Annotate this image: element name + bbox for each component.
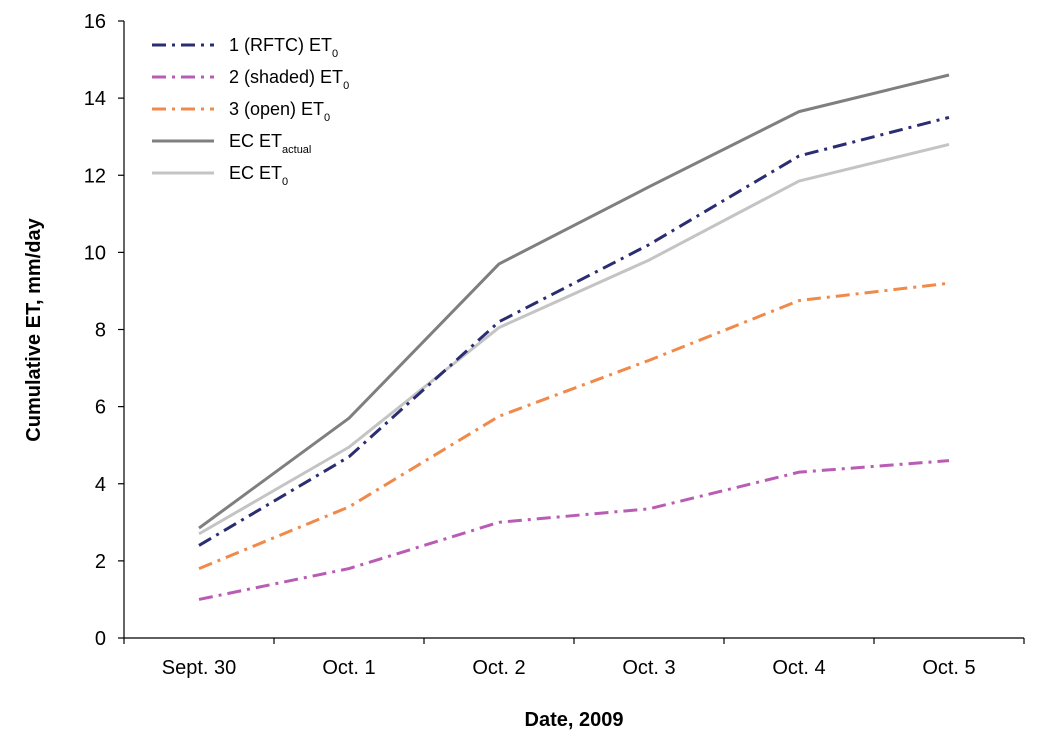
y-tick-layer: 0 2 4 6 8 10 12 14 16 <box>84 11 124 650</box>
legend-label-subscript: 0 <box>332 48 338 60</box>
series-line <box>198 115 950 547</box>
y-tick-label: 14 <box>84 88 106 110</box>
legend-entry: 3 (open) ET0 <box>152 99 330 124</box>
y-tick-label: 12 <box>84 165 106 187</box>
legend-label: 2 (shaded) ET0 <box>229 67 349 92</box>
series-line <box>198 142 950 536</box>
series-line <box>198 73 950 530</box>
legend-label-main: EC ET <box>229 131 282 151</box>
legend-label-main: EC ET <box>229 163 282 183</box>
legend-label: EC ETactual <box>229 131 311 156</box>
y-tick-label: 0 <box>95 628 106 650</box>
x-tick-label: Oct. 5 <box>922 657 975 679</box>
x-axis-title: Date, 2009 <box>525 709 624 731</box>
legend-label-subscript: actual <box>282 144 311 156</box>
legend-label-subscript: 0 <box>282 176 288 188</box>
y-tick-label: 6 <box>95 397 106 419</box>
y-tick-label: 10 <box>84 242 106 264</box>
legend-label-subscript: 0 <box>343 80 349 92</box>
legend-entry: 2 (shaded) ET0 <box>152 67 349 92</box>
series-layer <box>198 73 950 601</box>
x-tick-label: Sept. 30 <box>162 657 237 679</box>
y-tick-label: 4 <box>95 474 106 496</box>
legend-entry: 1 (RFTC) ET0 <box>152 35 338 60</box>
legend-label: 3 (open) ET0 <box>229 99 330 124</box>
y-tick-label: 16 <box>84 11 106 33</box>
x-tick-label: Oct. 4 <box>772 657 825 679</box>
series-line <box>198 459 950 601</box>
legend-label-main: 3 (open) ET <box>229 99 324 119</box>
legend-entry: EC ET0 <box>152 163 288 188</box>
x-tick-layer: Sept. 30 Oct. 1 Oct. 2 Oct. 3 Oct. 4 Oct. 5 <box>123 638 1025 679</box>
y-tick-label: 2 <box>95 551 106 573</box>
series-line <box>198 281 950 570</box>
legend-label: EC ET0 <box>229 163 288 188</box>
legend-entry: EC ETactual <box>152 131 311 156</box>
legend-label-subscript: 0 <box>324 112 330 124</box>
y-tick-label: 8 <box>95 320 106 342</box>
x-tick-label: Oct. 1 <box>322 657 375 679</box>
legend-label-main: 1 (RFTC) ET <box>229 35 332 55</box>
y-axis-title: Cumulative ET, mm/day <box>23 217 45 441</box>
x-tick-label: Oct. 3 <box>622 657 675 679</box>
legend-label: 1 (RFTC) ET0 <box>229 35 338 60</box>
legend-label-main: 2 (shaded) ET <box>229 67 343 87</box>
x-tick-label: Oct. 2 <box>472 657 525 679</box>
